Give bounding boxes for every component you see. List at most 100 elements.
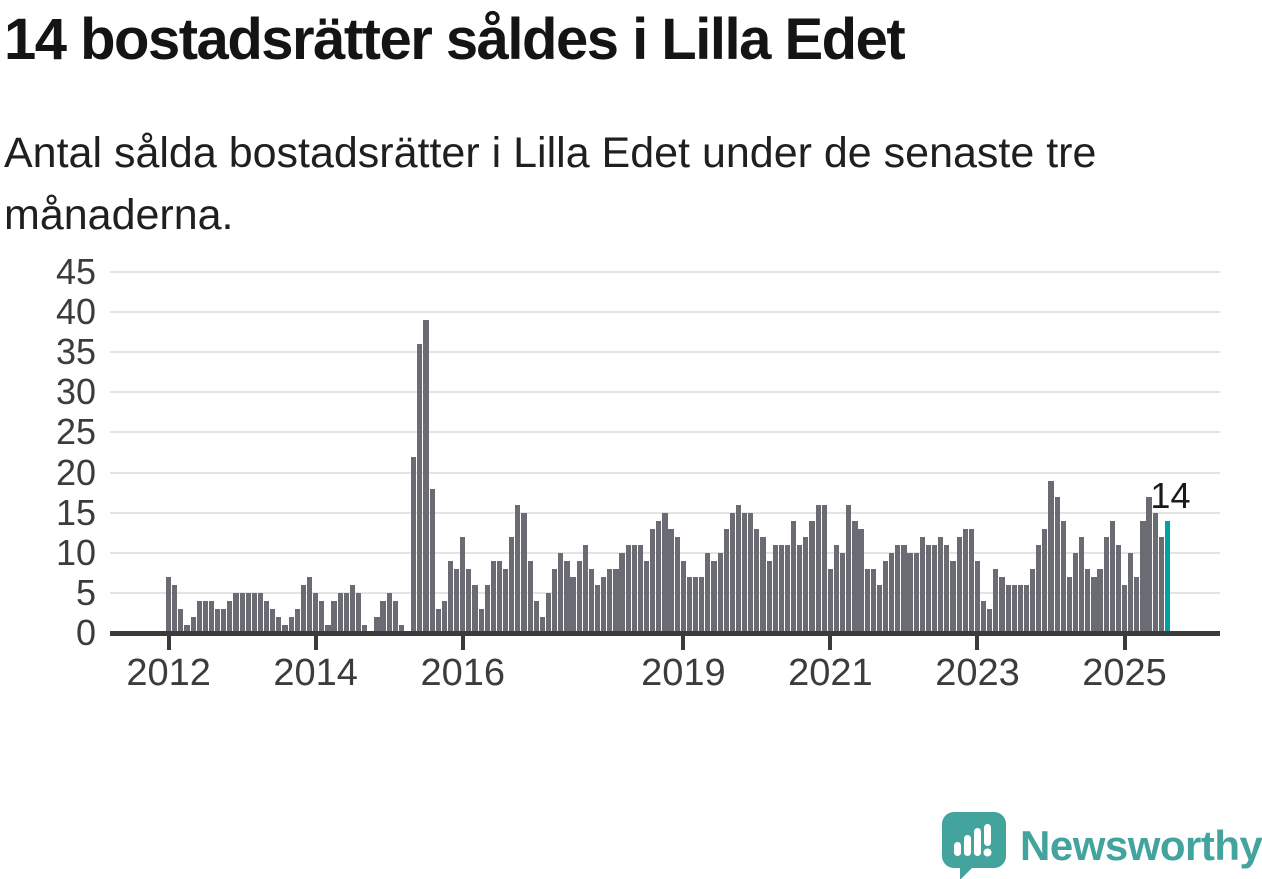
bar bbox=[374, 616, 380, 633]
bar bbox=[607, 568, 613, 633]
bar bbox=[331, 600, 337, 633]
bar bbox=[907, 552, 913, 633]
bar bbox=[1036, 544, 1042, 633]
bar bbox=[754, 528, 760, 633]
bar bbox=[466, 568, 472, 633]
bar bbox=[306, 576, 313, 633]
bar bbox=[913, 552, 919, 633]
bar bbox=[1017, 584, 1023, 633]
bar bbox=[166, 576, 172, 633]
bar bbox=[987, 608, 993, 633]
bar bbox=[1030, 568, 1036, 633]
y-tick-label: 25 bbox=[55, 411, 96, 453]
bar bbox=[582, 544, 588, 633]
bar bbox=[729, 512, 735, 633]
bar bbox=[1005, 584, 1011, 633]
bar bbox=[643, 560, 650, 633]
bar bbox=[717, 552, 723, 633]
y-tick-label: 15 bbox=[55, 491, 96, 533]
bar bbox=[221, 608, 227, 633]
bar bbox=[846, 504, 852, 633]
bar bbox=[398, 624, 405, 633]
bar bbox=[601, 576, 607, 633]
bar bbox=[423, 320, 429, 633]
bar bbox=[833, 544, 840, 633]
x-tick-mark bbox=[975, 636, 980, 650]
bar bbox=[662, 512, 668, 633]
bar bbox=[809, 520, 815, 633]
bar bbox=[803, 536, 809, 633]
bar bbox=[227, 600, 233, 633]
plot-area bbox=[110, 0, 1220, 633]
bar bbox=[454, 568, 460, 633]
gridline bbox=[110, 431, 1220, 434]
bar bbox=[184, 624, 190, 633]
bar bbox=[791, 520, 797, 633]
bar bbox=[901, 544, 907, 633]
bar bbox=[1054, 496, 1060, 633]
newsworthy-chart-bubble-icon bbox=[942, 812, 1006, 879]
bar bbox=[686, 576, 693, 633]
x-tick-label: 2025 bbox=[1082, 652, 1167, 694]
bar bbox=[981, 600, 987, 633]
bar bbox=[503, 568, 509, 633]
bar bbox=[1011, 584, 1017, 633]
bar bbox=[882, 560, 889, 633]
x-axis-line bbox=[110, 631, 1220, 636]
bar bbox=[270, 608, 276, 633]
bar bbox=[490, 560, 496, 633]
bar bbox=[362, 624, 368, 633]
bar bbox=[196, 600, 202, 633]
x-tick-label: 2023 bbox=[935, 652, 1020, 694]
bar bbox=[545, 592, 552, 633]
gridline bbox=[110, 311, 1220, 314]
bar bbox=[594, 584, 601, 633]
y-tick-label: 0 bbox=[75, 612, 96, 653]
bar bbox=[760, 536, 766, 633]
bar bbox=[343, 592, 349, 633]
bar bbox=[815, 504, 821, 633]
x-tick-mark bbox=[681, 636, 686, 650]
bar bbox=[313, 592, 319, 633]
bar bbox=[1134, 576, 1140, 633]
bar bbox=[705, 552, 711, 633]
bar bbox=[668, 528, 674, 633]
bar bbox=[735, 504, 742, 633]
gridline bbox=[110, 271, 1220, 273]
bar bbox=[233, 592, 239, 633]
bar bbox=[784, 544, 791, 633]
bar bbox=[257, 592, 264, 633]
bar bbox=[821, 504, 827, 633]
bar bbox=[950, 560, 956, 633]
bar bbox=[588, 568, 595, 633]
bar bbox=[1023, 584, 1030, 633]
bar bbox=[576, 560, 582, 633]
bar bbox=[674, 536, 680, 633]
bar bbox=[699, 576, 705, 633]
bar bbox=[441, 600, 447, 633]
bar bbox=[932, 544, 938, 633]
bar bbox=[251, 592, 257, 633]
y-tick-label: 40 bbox=[55, 291, 96, 333]
newsworthy-logo[interactable]: Newsworthy bbox=[942, 812, 1262, 879]
bar bbox=[337, 592, 343, 633]
bar bbox=[411, 456, 417, 633]
x-tick-mark bbox=[313, 636, 318, 650]
bar bbox=[515, 504, 521, 633]
x-tick-mark bbox=[166, 636, 171, 650]
x-tick-label: 2021 bbox=[788, 652, 873, 694]
gridline bbox=[110, 391, 1220, 394]
bar bbox=[460, 536, 466, 633]
bar bbox=[956, 536, 962, 633]
bar bbox=[637, 544, 644, 633]
bar bbox=[999, 576, 1005, 633]
bar bbox=[895, 544, 901, 633]
bar bbox=[319, 600, 325, 633]
bar bbox=[300, 584, 306, 633]
bar bbox=[1072, 552, 1079, 633]
bar bbox=[619, 552, 625, 633]
highlighted-bar bbox=[1164, 520, 1171, 633]
bar bbox=[533, 600, 539, 633]
bar bbox=[1085, 568, 1091, 633]
bar bbox=[264, 600, 270, 633]
